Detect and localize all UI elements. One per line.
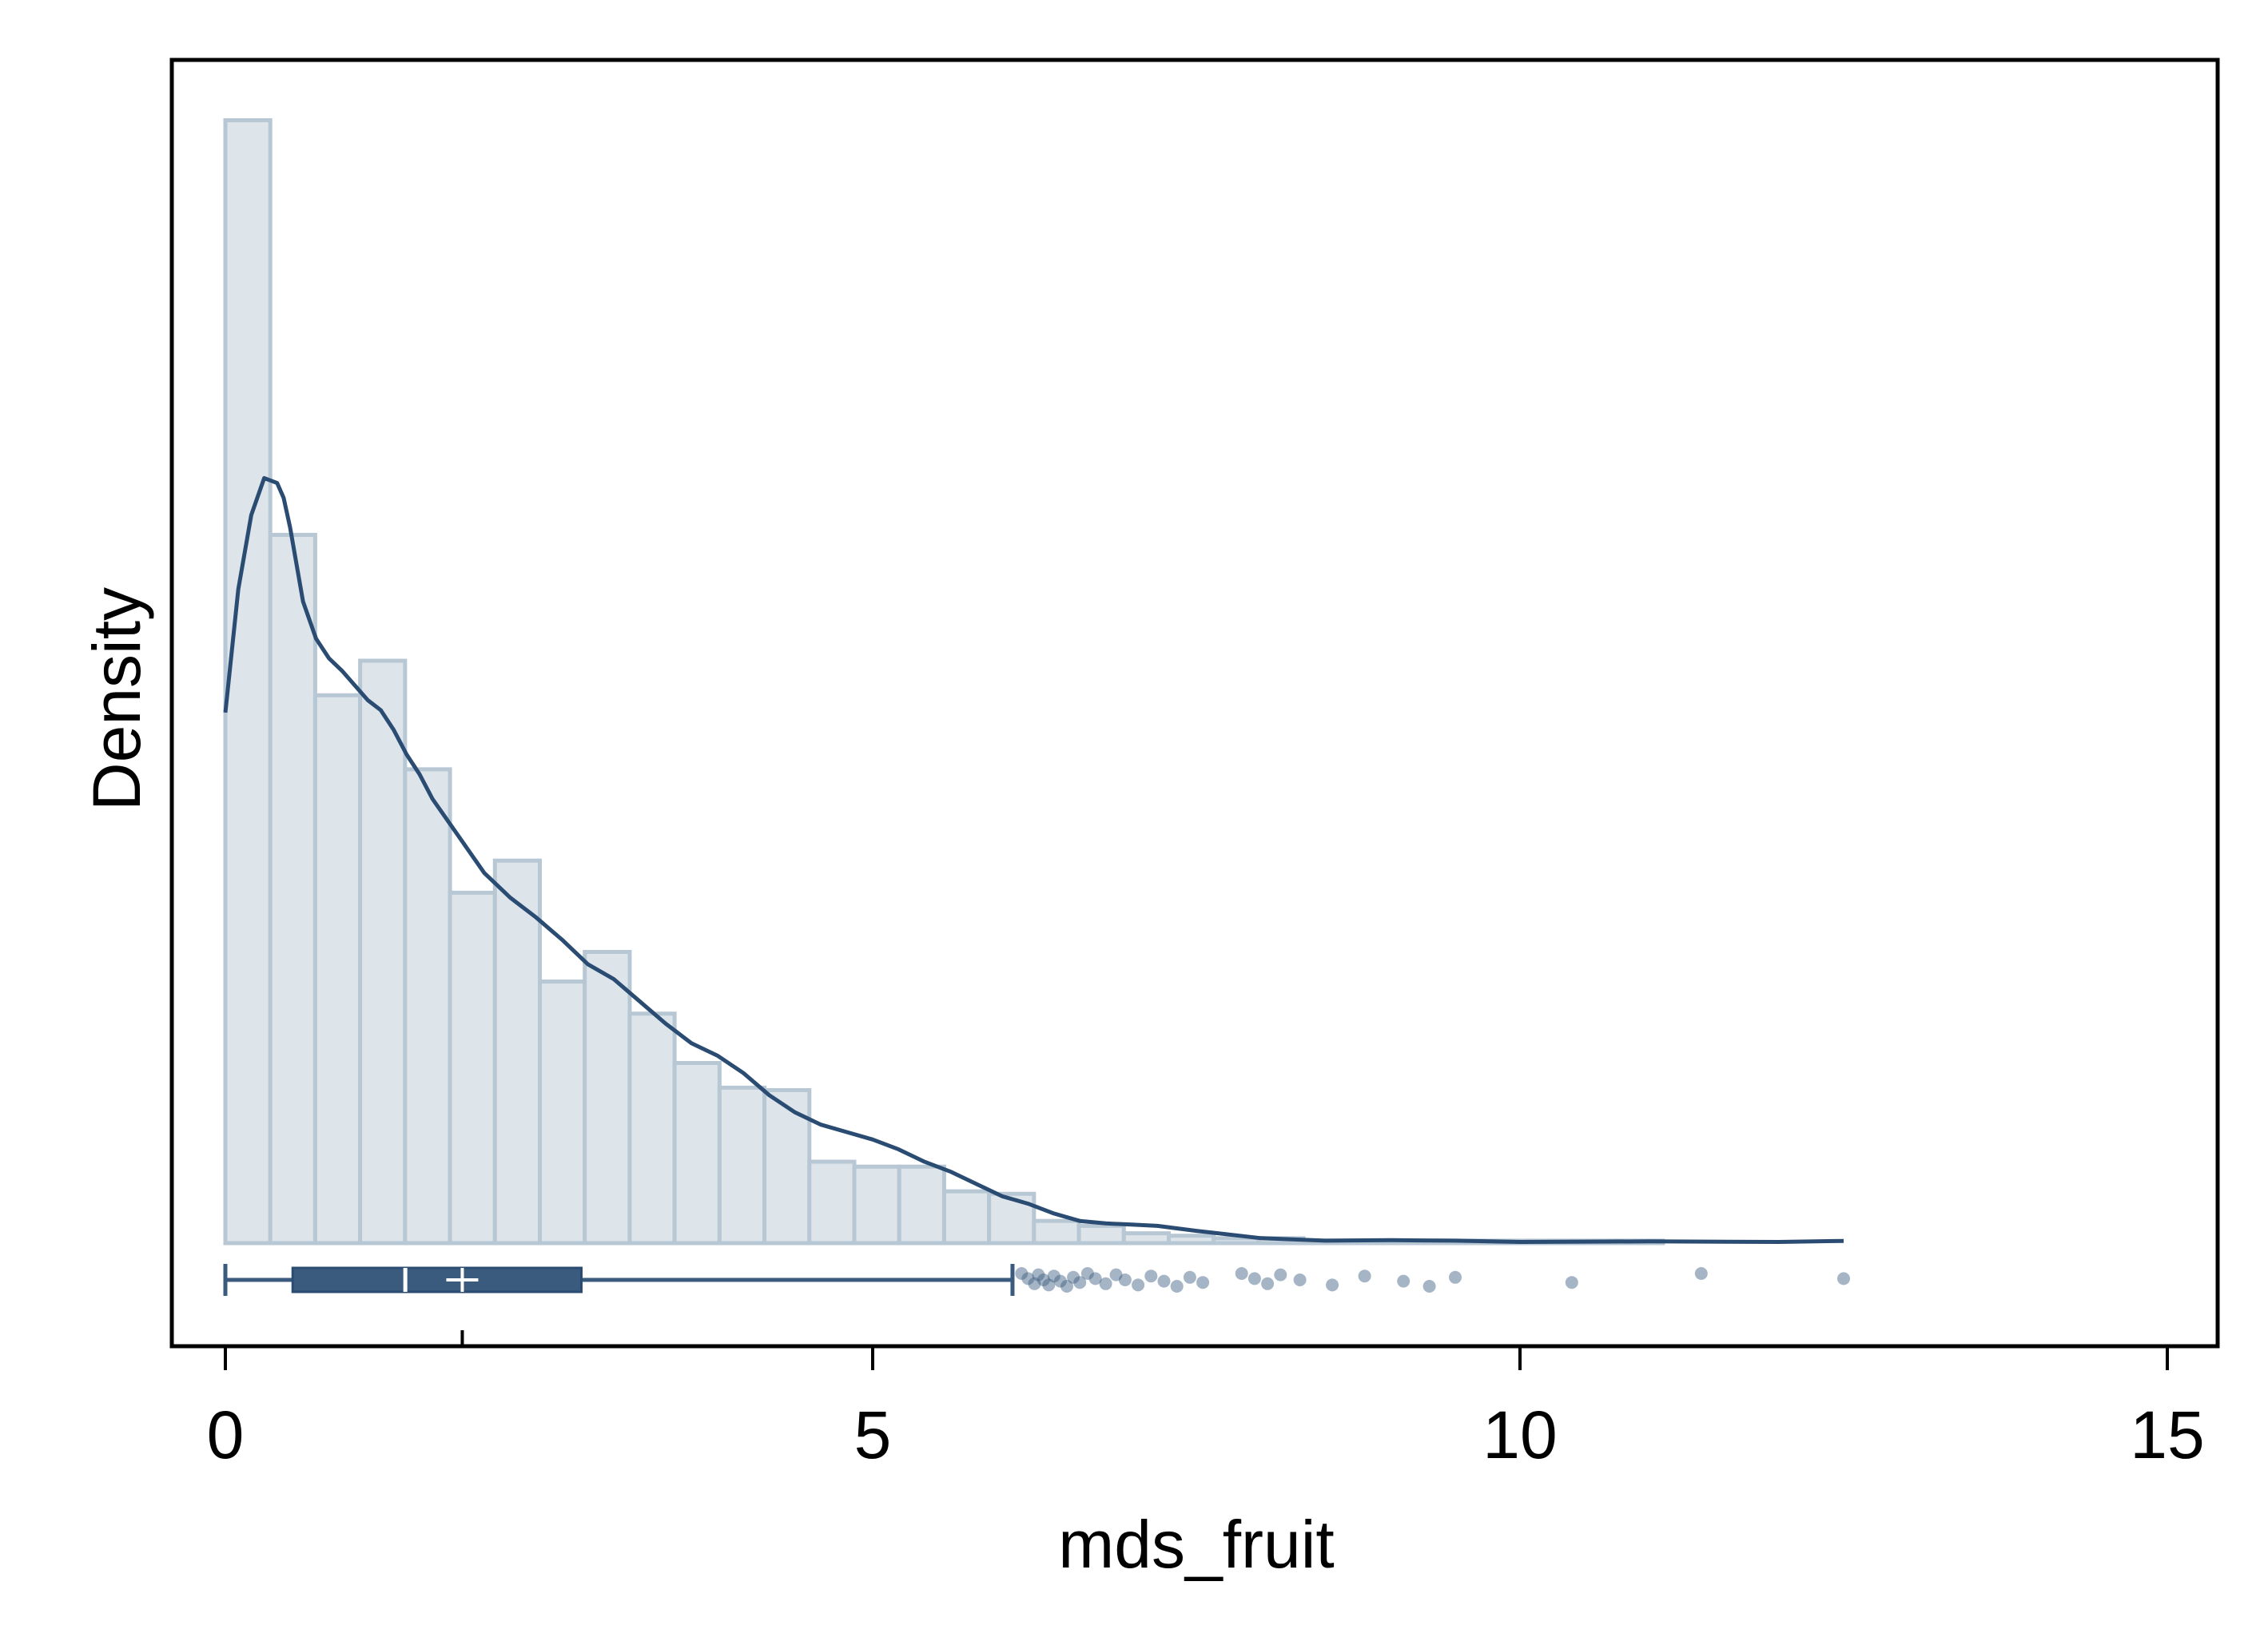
outlier-point — [1422, 1280, 1436, 1293]
histogram-bar — [897, 1164, 946, 1246]
histogram-bar — [537, 979, 587, 1246]
outlier-point — [1053, 1274, 1067, 1288]
outlier-point — [1261, 1277, 1275, 1290]
outlier-point — [1099, 1277, 1112, 1290]
outlier-point — [1247, 1272, 1261, 1285]
boxplot-group — [223, 1264, 1850, 1296]
outlier-point — [1132, 1278, 1145, 1292]
histogram-bar — [312, 693, 363, 1246]
outlier-point — [1073, 1276, 1087, 1289]
histogram-bar — [403, 767, 452, 1246]
outlier-point — [1235, 1267, 1248, 1280]
histogram-bar — [762, 1087, 812, 1246]
plot-frame — [169, 58, 2220, 1349]
histogram-bar — [583, 949, 632, 1246]
outlier-point — [1397, 1274, 1411, 1288]
outlier-point — [1293, 1274, 1307, 1286]
x-tick-label: 10 — [1482, 1397, 1557, 1472]
histogram-bar — [717, 1085, 767, 1246]
histogram-bar — [987, 1191, 1037, 1246]
outlier-point — [1157, 1274, 1171, 1288]
outlier-point — [1170, 1280, 1184, 1293]
outlier-point — [1694, 1267, 1708, 1280]
outlier-point — [1037, 1274, 1050, 1286]
outlier-point — [1326, 1278, 1339, 1292]
histogram-bar — [448, 890, 497, 1246]
x-tick-label: 5 — [854, 1397, 892, 1472]
outlier-point — [1196, 1276, 1210, 1289]
y-axis-label: Density — [79, 587, 154, 811]
outlier-point — [1047, 1270, 1060, 1283]
outlier-point — [1028, 1277, 1041, 1290]
outlier-point — [1358, 1270, 1371, 1283]
x-axis: 0 5 10 15 — [207, 1330, 2205, 1472]
outlier-point — [1118, 1274, 1132, 1286]
outlier-point — [1449, 1270, 1462, 1284]
density-curve-group — [223, 475, 1844, 1244]
outlier-point — [1015, 1267, 1029, 1280]
x-tick-label: 0 — [207, 1397, 245, 1472]
histogram-bar — [941, 1189, 992, 1246]
histogram-bar — [852, 1164, 901, 1246]
histogram-bar — [358, 658, 408, 1246]
x-axis-label: mds_fruit — [1058, 1507, 1334, 1582]
outlier-point — [1565, 1276, 1578, 1289]
histogram-bar — [1032, 1218, 1081, 1246]
x-tick-label: 15 — [2130, 1397, 2204, 1472]
outlier-point — [1032, 1268, 1045, 1281]
outlier-point — [1060, 1280, 1073, 1293]
histogram-bar — [492, 858, 542, 1246]
histogram-bar — [1076, 1223, 1126, 1246]
histogram-bar — [807, 1159, 857, 1246]
histogram-bar — [672, 1061, 722, 1246]
outlier-point — [1067, 1270, 1080, 1284]
outlier-point — [1080, 1267, 1094, 1280]
outlier-point — [1042, 1278, 1056, 1292]
outlier-point — [1144, 1270, 1158, 1283]
outlier-point — [1274, 1268, 1287, 1281]
iqr-box — [291, 1266, 583, 1293]
histogram-bar — [268, 532, 317, 1246]
histogram-bars — [223, 118, 1665, 1246]
outlier-point — [1021, 1272, 1035, 1285]
outlier-point — [1088, 1272, 1102, 1285]
outlier-point — [1837, 1272, 1850, 1285]
histogram-bar — [223, 118, 273, 1246]
histogram-bar — [627, 1011, 677, 1246]
histogram-bar — [1121, 1231, 1171, 1246]
outlier-point — [1109, 1268, 1123, 1281]
density-curve — [223, 475, 1844, 1244]
outlier-point — [1183, 1270, 1196, 1284]
histogram-bar — [1166, 1234, 1216, 1246]
